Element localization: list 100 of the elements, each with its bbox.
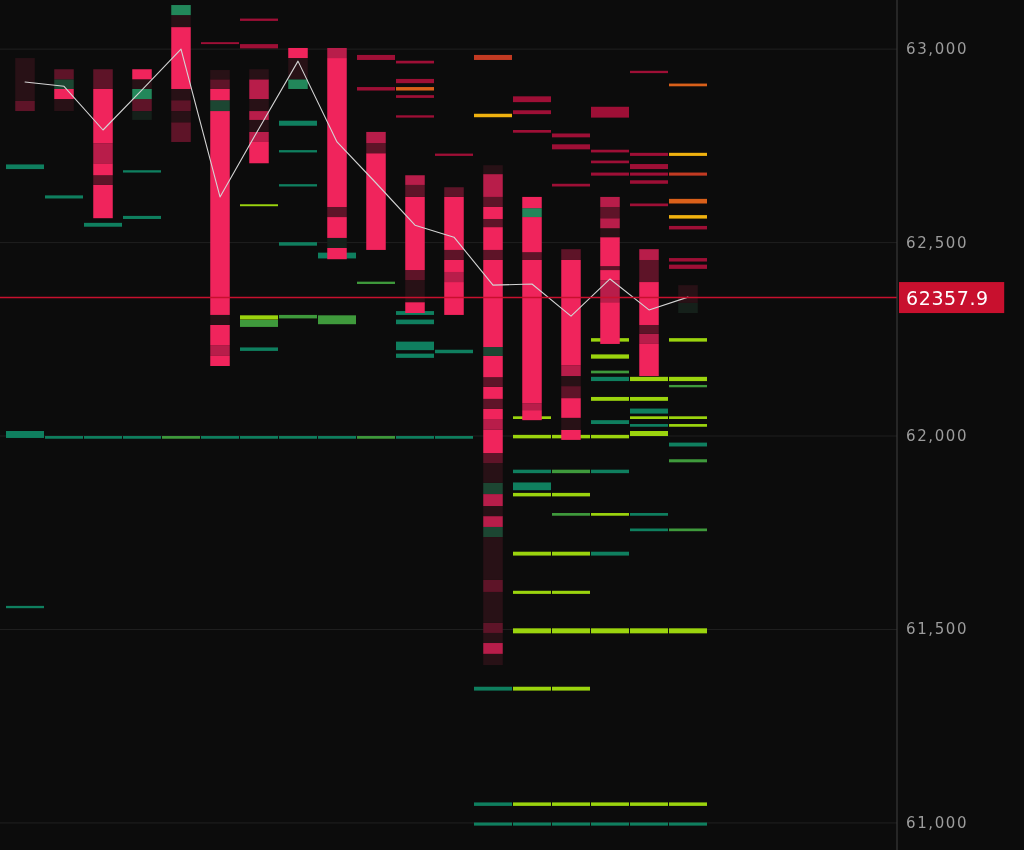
bar <box>600 302 620 344</box>
bar <box>669 424 707 427</box>
bar <box>483 463 503 483</box>
bar <box>288 47 308 59</box>
bar <box>327 206 347 218</box>
bar <box>513 482 551 491</box>
bar <box>483 643 503 654</box>
bar <box>444 249 464 260</box>
bar <box>483 516 503 527</box>
bar <box>561 386 581 399</box>
bar <box>483 506 503 517</box>
bar <box>669 215 707 219</box>
bar <box>405 302 425 313</box>
y-tick-label: 61,500 <box>906 620 969 639</box>
bar <box>591 106 629 118</box>
bar <box>483 453 503 464</box>
bar <box>132 69 152 80</box>
bar <box>171 27 191 89</box>
bar <box>669 172 707 176</box>
bar <box>171 5 191 16</box>
bar <box>483 227 503 250</box>
bar <box>522 403 542 411</box>
bar <box>210 345 230 356</box>
bar <box>552 133 590 138</box>
bar <box>513 96 551 103</box>
bar <box>522 217 542 253</box>
bar <box>483 398 503 409</box>
bar <box>444 271 464 283</box>
bar <box>327 47 347 59</box>
bar <box>669 338 707 342</box>
bar <box>483 347 503 356</box>
bar <box>93 163 113 176</box>
bar <box>54 69 74 80</box>
bar <box>639 343 659 377</box>
bar <box>483 494 503 507</box>
bar <box>483 355 503 378</box>
bar <box>132 111 152 120</box>
bar <box>678 302 698 313</box>
bar <box>483 386 503 399</box>
bar <box>210 111 230 315</box>
bar <box>483 174 503 197</box>
bar <box>483 429 503 454</box>
bar <box>522 410 542 421</box>
ref-line-label: 62357.9 <box>906 286 989 309</box>
bar <box>474 686 512 691</box>
bar <box>483 482 503 495</box>
bar <box>483 165 503 175</box>
bar <box>210 355 230 366</box>
bar <box>600 196 620 207</box>
bar <box>600 270 620 281</box>
bar <box>288 79 308 89</box>
bar <box>249 79 269 100</box>
bar <box>600 237 620 267</box>
bar <box>639 333 659 344</box>
bar <box>483 408 503 419</box>
bar <box>600 206 620 219</box>
bar <box>210 324 230 346</box>
bar <box>474 54 512 60</box>
bar <box>327 248 347 260</box>
bar <box>522 196 542 209</box>
bar <box>669 198 707 204</box>
y-tick-label: 62,500 <box>906 233 969 252</box>
bar <box>93 88 113 144</box>
bar <box>483 622 503 633</box>
bar <box>327 58 347 207</box>
bar <box>396 87 434 91</box>
bar <box>591 551 629 556</box>
y-tick-label: 62,000 <box>906 427 969 446</box>
bar <box>405 175 425 185</box>
y-tick-label: 61,000 <box>906 813 969 832</box>
bar <box>483 218 503 228</box>
bar <box>561 365 581 377</box>
bar <box>483 196 503 207</box>
bar <box>561 398 581 418</box>
bar <box>210 79 230 89</box>
bar <box>240 347 278 351</box>
bar <box>327 217 347 238</box>
bar <box>522 259 542 404</box>
bar <box>669 152 707 156</box>
bar <box>249 131 269 142</box>
bar <box>483 259 503 348</box>
bar <box>444 282 464 315</box>
y-tick-label: 63,000 <box>906 40 969 59</box>
bar <box>249 141 269 164</box>
bar <box>210 88 230 101</box>
bar <box>522 208 542 218</box>
bar <box>639 249 659 260</box>
bar <box>357 54 395 60</box>
bar <box>132 88 152 100</box>
bar <box>600 266 620 271</box>
bar <box>561 249 581 260</box>
bar <box>483 206 503 219</box>
bar <box>444 196 464 250</box>
bar <box>591 513 629 516</box>
bar <box>630 528 668 532</box>
bar <box>444 259 464 272</box>
bar <box>561 259 581 366</box>
bar <box>240 319 278 327</box>
bar <box>483 419 503 430</box>
bar <box>483 377 503 387</box>
